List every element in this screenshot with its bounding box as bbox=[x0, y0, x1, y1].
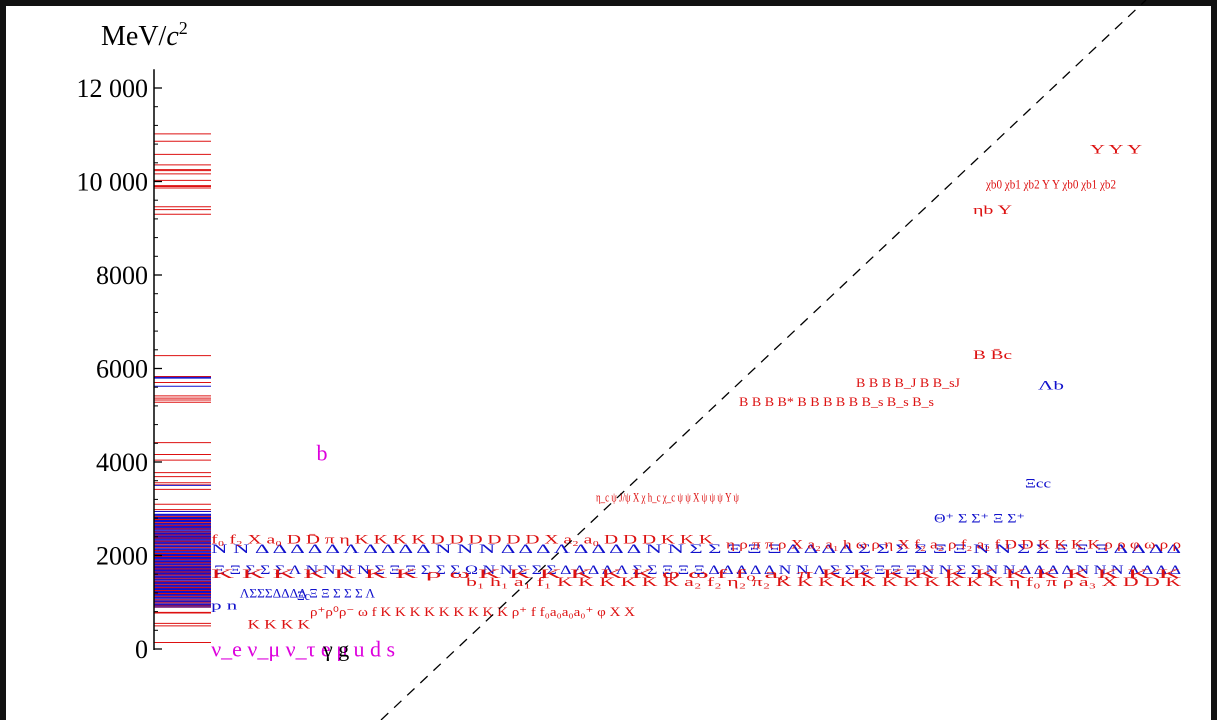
cluster-label-meson: ηb Y bbox=[973, 202, 1013, 217]
cluster-label-meson: B B B B_J B B_sJ bbox=[856, 375, 960, 390]
cluster-label-baryon: Θ⁺ Σ Σ⁺ Ξ Σ⁺ bbox=[934, 511, 1025, 526]
cluster-label-meson: η ρ π π ρ X a₂ a₁ h ω ρ η X f₂ a₂ ρ f₂ a… bbox=[726, 536, 1181, 551]
cluster-label-meson: η_c ψ J/ψ X χ h_c χ_c ψ ψ X ψ ψ ψ Y ψ bbox=[596, 490, 739, 505]
particle-label-clusters: K K K Kρ⁺ρ⁰ρ⁻ ω f K K K K K K K K K ρ⁺ f… bbox=[211, 141, 1182, 661]
y-tick-label: 2000 bbox=[96, 542, 148, 571]
y-tick-label: 4000 bbox=[96, 448, 148, 477]
y-axis-unit-label: MeV/c2 bbox=[101, 18, 188, 52]
cluster-label-meson: Y Y Y bbox=[1090, 141, 1143, 156]
y-axis-ticks: 0 2000 4000 6000 8000 10 000 12 000 bbox=[77, 74, 162, 664]
fundamental-label-quark: b bbox=[317, 440, 328, 465]
cluster-label-baryon: N N Δ Δ Δ Δ Δ Λ Δ Δ Δ Δ N N N Δ Δ Δ Λ Δ … bbox=[211, 541, 1181, 556]
particle-mass-chart: K K K Kρ⁺ρ⁰ρ⁻ ω f K K K K K K K K K ρ⁺ f… bbox=[77, 0, 1182, 720]
cluster-label-meson: B B̄c bbox=[973, 347, 1012, 362]
y-tick-label: 0 bbox=[135, 635, 148, 664]
cluster-label-meson: χb0 χb1 χb2 Y Y χb0 χb1 χb2 bbox=[985, 176, 1116, 191]
y-tick-label: 8000 bbox=[96, 261, 148, 290]
cluster-label-baryon: Ξcc bbox=[1025, 476, 1051, 491]
cluster-label-meson: B B B B* B B B B B B_s B_s B_s bbox=[739, 394, 934, 409]
fundamental-label-quark: ν_e ν_μ ν_τ e μ u d s bbox=[211, 637, 395, 662]
fundamental-label-boson: γ g bbox=[322, 637, 349, 662]
cluster-label-baryon: Ξc bbox=[297, 588, 310, 603]
cluster-label-baryon: ΛΣΣΣΔΔΔΔ Ξ Ξ Σ Σ Σ Λ bbox=[240, 585, 376, 600]
cluster-label-meson: K K K K K K K ρ ω K K K K K K φ ω f f₀ a… bbox=[211, 566, 1182, 581]
y-tick-label: 10 000 bbox=[77, 168, 149, 197]
diagonal-reference-line bbox=[380, 0, 1147, 720]
y-tick-label: 6000 bbox=[96, 355, 148, 384]
cluster-label-meson: K K K K bbox=[248, 616, 311, 631]
cluster-label-baryon: p n bbox=[211, 598, 238, 613]
cluster-label-meson: b₁ h₁ a₁ f₁ K K K K K K a₂ f₂ η₂ π₂ K K … bbox=[466, 574, 1182, 589]
y-tick-label: 12 000 bbox=[77, 74, 149, 103]
cluster-label-meson: ρ⁺ρ⁰ρ⁻ ω f K K K K K K K K K ρ⁺ f f₀a₀a₀… bbox=[310, 604, 636, 619]
mass-spectrum-lines bbox=[154, 133, 211, 643]
cluster-label-baryon: Ξ Ξ Σ Σ Σ Λ N N N N Σ Ξ Ξ Σ Σ Σ Ω N N Σ … bbox=[214, 562, 1181, 577]
cluster-label-baryon: Λb bbox=[1038, 377, 1064, 392]
cluster-label-meson: f₀ f₂ X a₀ D D̄ π η K K K K D D D D D D … bbox=[211, 532, 714, 547]
